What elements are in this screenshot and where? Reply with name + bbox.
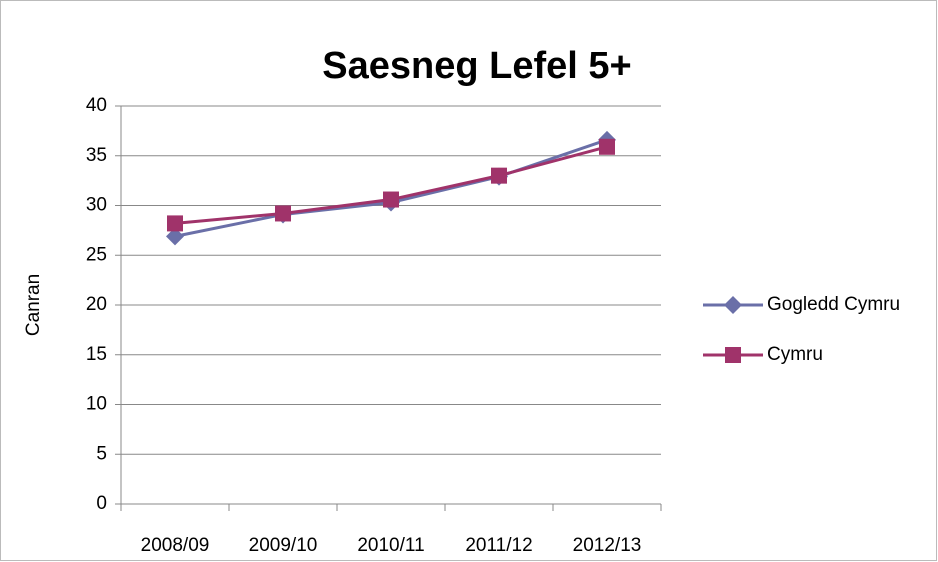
y-tick-label: 25 (86, 244, 107, 265)
y-tick-label: 15 (86, 344, 107, 365)
y-tick-label: 20 (86, 294, 107, 315)
y-tick-label: 5 (96, 443, 107, 464)
legend-marker (724, 296, 742, 314)
x-tick-label: 2010/11 (357, 535, 424, 556)
x-tick-label: 2008/09 (141, 535, 210, 556)
y-tick-label: 30 (86, 195, 107, 216)
x-tick-label: 2009/10 (249, 535, 318, 556)
data-point (383, 191, 399, 208)
y-tick-label: 10 (86, 394, 107, 415)
legend-label: Cymru (767, 344, 823, 365)
data-point (275, 205, 291, 222)
x-tick-label: 2011/12 (465, 535, 532, 556)
y-tick-label: 40 (86, 95, 107, 116)
data-point (167, 215, 183, 232)
y-tick-label: 0 (96, 493, 107, 514)
y-axis-label: Canran (23, 274, 44, 336)
legend-label: Gogledd Cymru (767, 294, 900, 315)
x-tick-label: 2012/13 (573, 535, 642, 556)
data-point (599, 138, 615, 155)
data-point (166, 227, 184, 246)
y-tick-label: 35 (86, 145, 107, 166)
data-point (491, 167, 507, 184)
legend-marker (725, 347, 741, 363)
chart-title: Saesneg Lefel 5+ (322, 45, 631, 87)
